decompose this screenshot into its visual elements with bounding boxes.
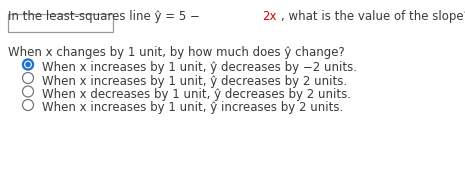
Text: When x increases by 1 unit, ŷ decreases by −2 units.: When x increases by 1 unit, ŷ decreases … (42, 61, 357, 74)
Text: When x increases by 1 unit, ŷ decreases by 2 units.: When x increases by 1 unit, ŷ decreases … (42, 75, 347, 88)
Text: In the least-squares line ŷ = 5 −: In the least-squares line ŷ = 5 − (8, 10, 204, 23)
FancyBboxPatch shape (8, 14, 113, 32)
Text: 2x: 2x (262, 10, 277, 23)
Circle shape (25, 61, 31, 68)
Text: When x decreases by 1 unit, ŷ decreases by 2 units.: When x decreases by 1 unit, ŷ decreases … (42, 88, 351, 101)
Text: When x changes by 1 unit, by how much does ŷ change?: When x changes by 1 unit, by how much do… (8, 46, 345, 59)
Circle shape (26, 62, 30, 67)
Text: , what is the value of the slope?: , what is the value of the slope? (281, 10, 465, 23)
Text: When x increases by 1 unit, ŷ increases by 2 units.: When x increases by 1 unit, ŷ increases … (42, 102, 343, 115)
Circle shape (22, 59, 33, 70)
